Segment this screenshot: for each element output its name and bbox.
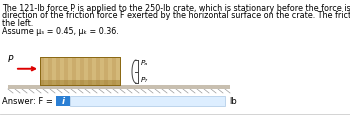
- Bar: [88, 57, 92, 85]
- Bar: [72, 57, 76, 85]
- Bar: [40, 57, 120, 85]
- Bar: [70, 96, 225, 106]
- Bar: [96, 57, 100, 85]
- Text: P: P: [8, 55, 13, 64]
- Bar: [48, 57, 52, 85]
- Text: direction of the friction force F exerted by the horizontal surface on the crate: direction of the friction force F exerte…: [2, 12, 350, 20]
- Text: the left.: the left.: [2, 19, 33, 28]
- Bar: [104, 57, 108, 85]
- Text: lb: lb: [229, 97, 237, 106]
- Bar: [40, 57, 120, 85]
- Bar: [8, 85, 230, 89]
- Text: Assume μₛ = 0.45, μₖ = 0.36.: Assume μₛ = 0.45, μₖ = 0.36.: [2, 27, 119, 35]
- Bar: [56, 57, 60, 85]
- Text: i: i: [62, 97, 64, 106]
- Text: The 121-lb force P is applied to the 250-lb crate, which is stationary before th: The 121-lb force P is applied to the 250…: [2, 4, 350, 13]
- Bar: [40, 57, 44, 85]
- Text: P₇: P₇: [141, 77, 148, 83]
- Text: Answer: F =: Answer: F =: [2, 97, 56, 106]
- Bar: [112, 57, 116, 85]
- Text: Pₐ: Pₐ: [141, 60, 148, 66]
- Bar: [80, 57, 84, 85]
- Bar: [40, 80, 120, 85]
- Bar: [64, 57, 68, 85]
- Bar: [56, 96, 70, 106]
